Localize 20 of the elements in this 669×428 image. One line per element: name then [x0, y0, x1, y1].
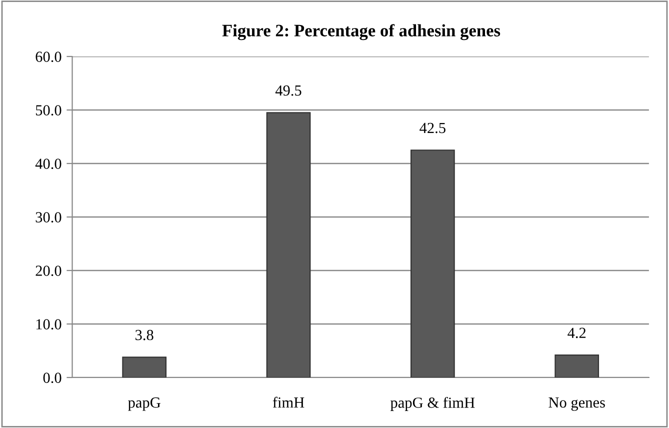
chart-title: Figure 2: Percentage of adhesin genes	[222, 24, 500, 40]
y-tick-label: 50.0	[36, 105, 62, 116]
data-label: 3.8	[136, 330, 154, 340]
x-tick-label: fimH	[272, 396, 304, 408]
bar	[266, 112, 311, 378]
data-label: 4.2	[568, 328, 586, 338]
data-label: 42.5	[420, 122, 446, 134]
y-tick-label: 20.0	[36, 266, 62, 276]
x-tick-label: No genes	[548, 397, 605, 411]
x-tick-label: papG & fimH	[390, 396, 475, 411]
bar	[554, 354, 600, 378]
y-tick-label: 30.0	[36, 212, 62, 223]
bar	[122, 356, 167, 378]
y-tick-label: 40.0	[35, 158, 62, 170]
bar	[410, 150, 455, 378]
x-tick-label: papG	[128, 397, 160, 411]
data-label: 49.5	[275, 85, 302, 96]
y-tick-label: 60.0	[36, 52, 62, 62]
y-tick-label: 10.0	[36, 319, 62, 330]
y-tick-label: 0.0	[43, 372, 62, 384]
